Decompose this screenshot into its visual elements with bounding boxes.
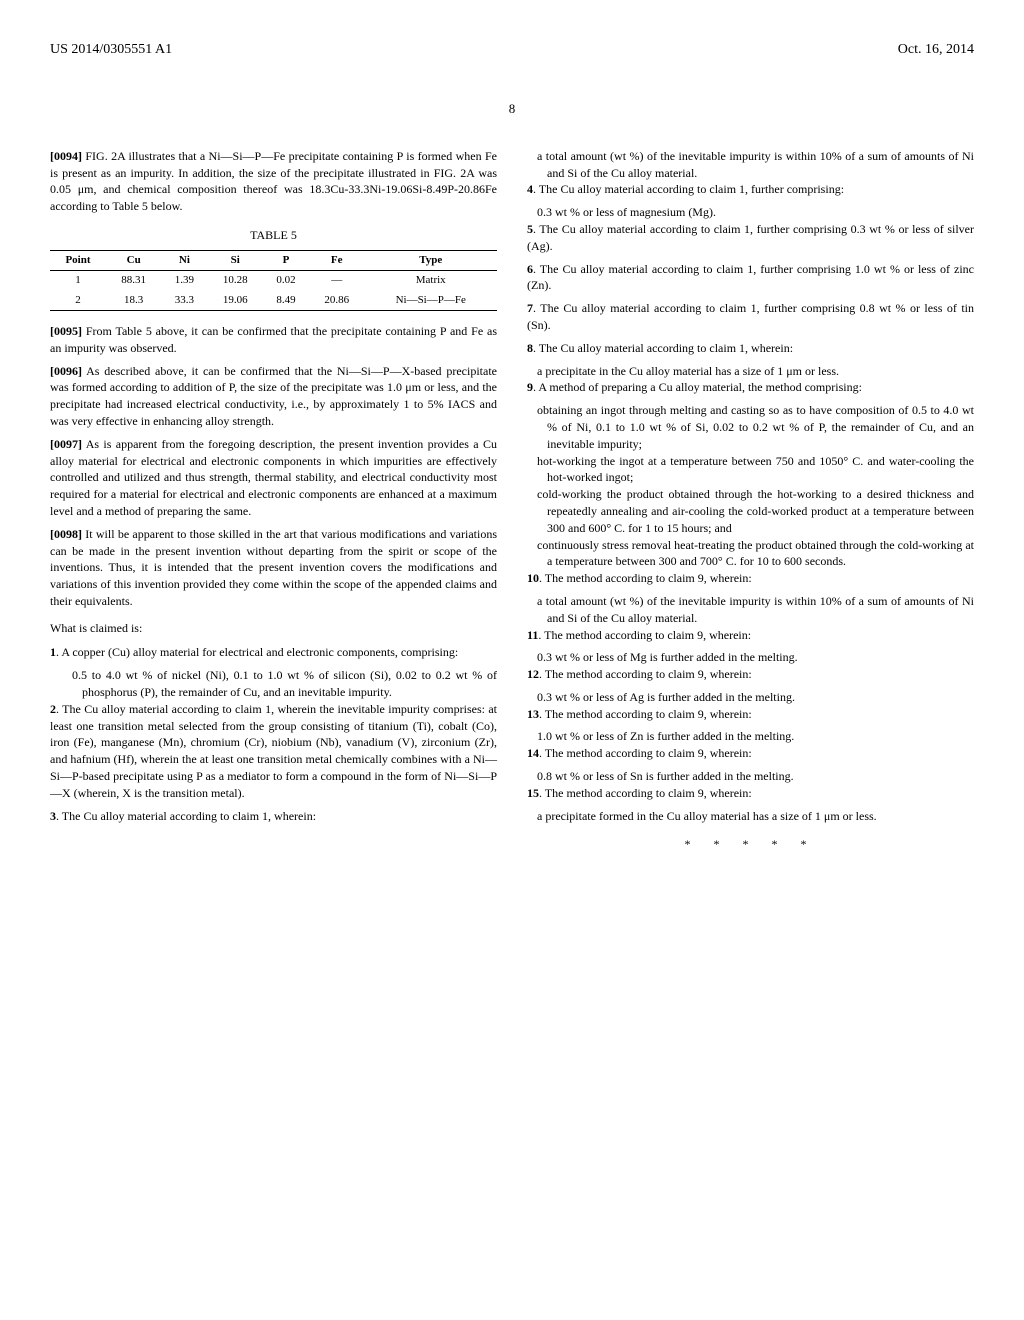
claim-9a: obtaining an ingot through melting and c… bbox=[527, 402, 974, 452]
para-text: From Table 5 above, it can be confirmed … bbox=[50, 324, 497, 355]
table-header-cell: Point bbox=[50, 250, 106, 270]
claim-num: 15 bbox=[527, 786, 539, 800]
claim-11a: 0.3 wt % or less of Mg is further added … bbox=[527, 649, 974, 666]
table-cell: 2 bbox=[50, 291, 106, 311]
table-cell: 0.02 bbox=[263, 271, 309, 291]
claim-text: . The method according to claim 9, where… bbox=[539, 571, 752, 585]
para-num: [0095] bbox=[50, 324, 82, 338]
claim-num: 12 bbox=[527, 667, 539, 681]
claim-1a: 0.5 to 4.0 wt % of nickel (Ni), 0.1 to 1… bbox=[50, 667, 497, 701]
header-left: US 2014/0305551 A1 bbox=[50, 40, 172, 60]
table-cell: 88.31 bbox=[106, 271, 161, 291]
end-marks: * * * * * bbox=[527, 836, 974, 853]
table-header-row: Point Cu Ni Si P Fe Type bbox=[50, 250, 497, 270]
claim-15: 15. The method according to claim 9, whe… bbox=[527, 785, 974, 802]
claim-8a: a precipitate in the Cu alloy material h… bbox=[527, 363, 974, 380]
claim-1: 1. A copper (Cu) alloy material for elec… bbox=[50, 644, 497, 661]
claim-text: . The method according to claim 9, where… bbox=[539, 746, 752, 760]
table5-title: TABLE 5 bbox=[50, 227, 497, 244]
table-header-cell: Fe bbox=[309, 250, 364, 270]
claim-9c: cold-working the product obtained throug… bbox=[527, 486, 974, 536]
para-text: As is apparent from the foregoing descri… bbox=[50, 437, 497, 518]
header-right: Oct. 16, 2014 bbox=[898, 40, 974, 60]
claim-text: . The method according to claim 9, where… bbox=[538, 628, 751, 642]
table-header-cell: Si bbox=[207, 250, 262, 270]
table-cell: 19.06 bbox=[207, 291, 262, 311]
claim-9b: hot-working the ingot at a temperature b… bbox=[527, 453, 974, 487]
claim-4a: 0.3 wt % or less of magnesium (Mg). bbox=[527, 204, 974, 221]
table-cell: 8.49 bbox=[263, 291, 309, 311]
claim-num: 14 bbox=[527, 746, 539, 760]
page-header: US 2014/0305551 A1 Oct. 16, 2014 bbox=[50, 40, 974, 60]
claim-8: 8. The Cu alloy material according to cl… bbox=[527, 340, 974, 357]
table-cell: Ni—Si—P—Fe bbox=[364, 291, 497, 311]
claim-text: . The Cu alloy material according to cla… bbox=[56, 809, 316, 823]
paragraph-0094: [0094] FIG. 2A illustrates that a Ni—Si—… bbox=[50, 148, 497, 215]
table-cell: 1 bbox=[50, 271, 106, 291]
claim-text: . A method of preparing a Cu alloy mater… bbox=[533, 380, 862, 394]
claim-11: 11. The method according to claim 9, whe… bbox=[527, 627, 974, 644]
table-header-cell: Cu bbox=[106, 250, 161, 270]
table-cell: Matrix bbox=[364, 271, 497, 291]
claim-num: 13 bbox=[527, 707, 539, 721]
table-cell: 18.3 bbox=[106, 291, 161, 311]
claim-9d: continuously stress removal heat-treatin… bbox=[527, 537, 974, 571]
claim-text: . The Cu alloy material according to cla… bbox=[527, 262, 974, 293]
para-num: [0096] bbox=[50, 364, 82, 378]
claim-text: . The Cu alloy material according to cla… bbox=[50, 702, 497, 800]
claim-12a: 0.3 wt % or less of Ag is further added … bbox=[527, 689, 974, 706]
claim-num: 10 bbox=[527, 571, 539, 585]
table-header-cell: Type bbox=[364, 250, 497, 270]
claim-text: . A copper (Cu) alloy material for elect… bbox=[56, 645, 458, 659]
paragraph-0098: [0098] It will be apparent to those skil… bbox=[50, 526, 497, 610]
claim-14: 14. The method according to claim 9, whe… bbox=[527, 745, 974, 762]
table-cell: 20.86 bbox=[309, 291, 364, 311]
main-content: [0094] FIG. 2A illustrates that a Ni—Si—… bbox=[50, 148, 974, 853]
table-cell: 1.39 bbox=[161, 271, 207, 291]
claim-num: 11 bbox=[527, 628, 538, 642]
para-num: [0098] bbox=[50, 527, 82, 541]
claim-text: . The Cu alloy material according to cla… bbox=[533, 182, 844, 196]
para-num: [0094] bbox=[50, 149, 82, 163]
paragraph-0096: [0096] As described above, it can be con… bbox=[50, 363, 497, 430]
table-row: 1 88.31 1.39 10.28 0.02 — Matrix bbox=[50, 271, 497, 291]
claim-5: 5. The Cu alloy material according to cl… bbox=[527, 221, 974, 255]
page-number: 8 bbox=[50, 100, 974, 118]
claim-text: . The Cu alloy material according to cla… bbox=[527, 222, 974, 253]
table-cell: 33.3 bbox=[161, 291, 207, 311]
claim-text: . The method according to claim 9, where… bbox=[539, 667, 752, 681]
table-cell: — bbox=[309, 271, 364, 291]
claim-4: 4. The Cu alloy material according to cl… bbox=[527, 181, 974, 198]
claim-text: . The method according to claim 9, where… bbox=[539, 707, 752, 721]
claim-3: 3. The Cu alloy material according to cl… bbox=[50, 808, 497, 825]
para-text: As described above, it can be confirmed … bbox=[50, 364, 497, 428]
claim-13: 13. The method according to claim 9, whe… bbox=[527, 706, 974, 723]
claim-12: 12. The method according to claim 9, whe… bbox=[527, 666, 974, 683]
table5: Point Cu Ni Si P Fe Type 1 88.31 1.39 10… bbox=[50, 250, 497, 311]
table-row: 2 18.3 33.3 19.06 8.49 20.86 Ni—Si—P—Fe bbox=[50, 291, 497, 311]
claim-13a: 1.0 wt % or less of Zn is further added … bbox=[527, 728, 974, 745]
paragraph-0095: [0095] From Table 5 above, it can be con… bbox=[50, 323, 497, 357]
claim-text: . The method according to claim 9, where… bbox=[539, 786, 752, 800]
claim-text: . The Cu alloy material according to cla… bbox=[533, 341, 793, 355]
table-cell: 10.28 bbox=[207, 271, 262, 291]
table-header-cell: P bbox=[263, 250, 309, 270]
claim-text: . The Cu alloy material according to cla… bbox=[527, 301, 974, 332]
claim-14a: 0.8 wt % or less of Sn is further added … bbox=[527, 768, 974, 785]
paragraph-0097: [0097] As is apparent from the foregoing… bbox=[50, 436, 497, 520]
claim-6: 6. The Cu alloy material according to cl… bbox=[527, 261, 974, 295]
claim-7: 7. The Cu alloy material according to cl… bbox=[527, 300, 974, 334]
claim-2: 2. The Cu alloy material according to cl… bbox=[50, 701, 497, 802]
claim-9: 9. A method of preparing a Cu alloy mate… bbox=[527, 379, 974, 396]
claim-15a: a precipitate formed in the Cu alloy mat… bbox=[527, 808, 974, 825]
claim-10: 10. The method according to claim 9, whe… bbox=[527, 570, 974, 587]
table-header-cell: Ni bbox=[161, 250, 207, 270]
claim-10a: a total amount (wt %) of the inevitable … bbox=[527, 593, 974, 627]
para-text: It will be apparent to those skilled in … bbox=[50, 527, 497, 608]
para-num: [0097] bbox=[50, 437, 82, 451]
claim-3a: a total amount (wt %) of the inevitable … bbox=[527, 148, 974, 182]
para-text: FIG. 2A illustrates that a Ni—Si—P—Fe pr… bbox=[50, 149, 497, 213]
claims-intro: What is claimed is: bbox=[50, 620, 497, 637]
